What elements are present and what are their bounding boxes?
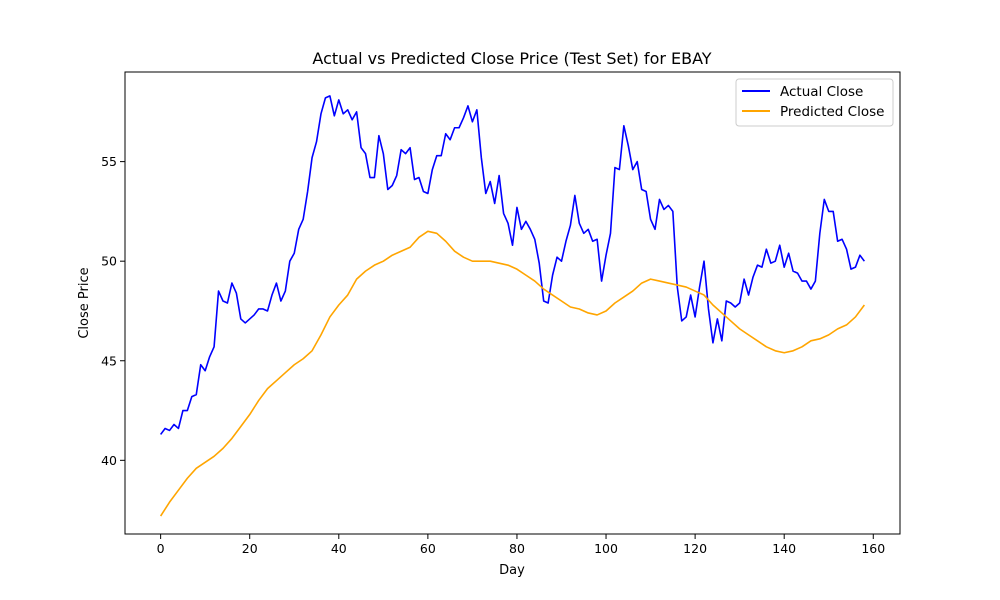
x-tick-label: 60 bbox=[420, 541, 436, 556]
series-line-actual-close bbox=[159, 95, 866, 435]
series-line-predicted-close bbox=[159, 230, 866, 517]
legend: Actual Close Predicted Close bbox=[735, 78, 894, 127]
y-axis-label: Close Price bbox=[77, 267, 92, 338]
plot-frame bbox=[124, 71, 901, 535]
x-tick-label: 160 bbox=[861, 541, 885, 556]
x-tick-label: 80 bbox=[509, 541, 525, 556]
y-axis: 40 45 50 55 bbox=[101, 154, 125, 468]
x-tick-label: 20 bbox=[242, 541, 258, 556]
y-tick-label: 40 bbox=[101, 453, 117, 468]
x-tick-label: 0 bbox=[157, 541, 165, 556]
legend-label-predicted-close: Predicted Close bbox=[780, 104, 884, 120]
legend-label-actual-close: Actual Close bbox=[780, 84, 863, 100]
legend-box bbox=[735, 78, 894, 127]
x-tick-label: 40 bbox=[331, 541, 347, 556]
x-axis: 0 20 40 60 80 100 120 140 160 bbox=[157, 534, 885, 556]
series-layer bbox=[159, 95, 866, 517]
y-tick-label: 55 bbox=[101, 154, 117, 169]
x-tick-label: 140 bbox=[772, 541, 796, 556]
y-tick-label: 45 bbox=[101, 353, 117, 368]
x-tick-label: 100 bbox=[594, 541, 618, 556]
y-tick-label: 50 bbox=[101, 254, 117, 269]
x-axis-label: Day bbox=[499, 563, 525, 578]
x-tick-label: 120 bbox=[683, 541, 707, 556]
chart-title: Actual vs Predicted Close Price (Test Se… bbox=[312, 49, 711, 68]
